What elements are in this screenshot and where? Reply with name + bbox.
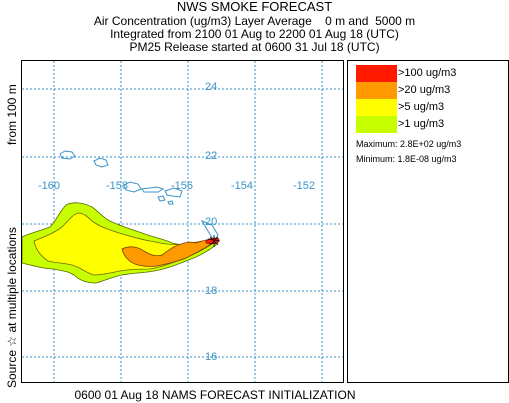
- smoke-map: -160 -158 -156 -154 -152 24 22 20 18 16: [21, 60, 344, 383]
- island-oahu: [123, 181, 142, 193]
- lat-label-18: 18: [205, 285, 218, 297]
- forecast-title: NWS SMOKE FORECAST: [176, 0, 333, 14]
- lon-label-154: -154: [231, 180, 254, 192]
- concentration-subtitle: Air Concentration (ug/m3) Layer Average …: [93, 14, 416, 28]
- smoke-plume: [22, 202, 220, 284]
- legend-item-100: >100 ug/m3: [356, 65, 506, 82]
- legend-maximum: Maximum: 2.8E+02 ug/m3: [356, 139, 462, 149]
- legend-swatch-1: [356, 116, 397, 133]
- legend-item-5: >5 ug/m3: [356, 99, 506, 116]
- island-kahoolawe: [167, 200, 174, 205]
- island-maui: [164, 187, 183, 198]
- legend-minimum: Minimum: 1.8E-08 ug/m3: [356, 154, 457, 164]
- legend-swatch-100: [356, 65, 397, 82]
- plume-level-20: [121, 238, 213, 267]
- island-hawaii-east: [200, 219, 219, 242]
- release-height-label: from 100 m: [5, 84, 19, 145]
- source-location-label: Source ☆ at multiple locations: [5, 227, 19, 388]
- integration-period: Integrated from 2100 01 Aug to 2200 01 A…: [110, 27, 399, 41]
- legend-item-1: >1 ug/m3: [356, 116, 506, 133]
- forecast-initialization: 0600 01 Aug 18 NAMS FORECAST INITIALIZAT…: [74, 388, 356, 402]
- legend-item-20: >20 ug/m3: [356, 82, 506, 99]
- source-markers: [207, 235, 221, 247]
- legend-label-1: >1 ug/m3: [398, 118, 445, 130]
- release-start: PM25 Release started at 0600 31 Jul 18 (…: [129, 40, 380, 54]
- legend-label-20: >20 ug/m3: [398, 84, 451, 96]
- source-star: [207, 235, 221, 247]
- lon-label-158: -158: [106, 180, 129, 192]
- lat-label-22: 22: [205, 150, 218, 162]
- map-canvas: [22, 61, 343, 382]
- lat-label-24: 24: [205, 81, 218, 93]
- lon-label-156: -156: [171, 180, 194, 192]
- legend-label-100: >100 ug/m3: [398, 67, 457, 79]
- island-niihau: [59, 150, 76, 160]
- island-outlines: [59, 150, 219, 242]
- legend-swatch-20: [356, 82, 397, 99]
- island-lanai: [157, 195, 166, 202]
- concentration-legend: >100 ug/m3 >20 ug/m3 >5 ug/m3 >1 ug/m3 M…: [347, 60, 509, 383]
- legend-swatch-5: [356, 99, 397, 116]
- island-kauai: [93, 157, 109, 168]
- island-molokai: [141, 186, 165, 193]
- lat-label-16: 16: [205, 351, 218, 363]
- lat-label-20: 20: [205, 216, 218, 228]
- lon-label-160: -160: [38, 180, 61, 192]
- legend-label-5: >5 ug/m3: [398, 101, 445, 113]
- lon-label-152: -152: [293, 180, 316, 192]
